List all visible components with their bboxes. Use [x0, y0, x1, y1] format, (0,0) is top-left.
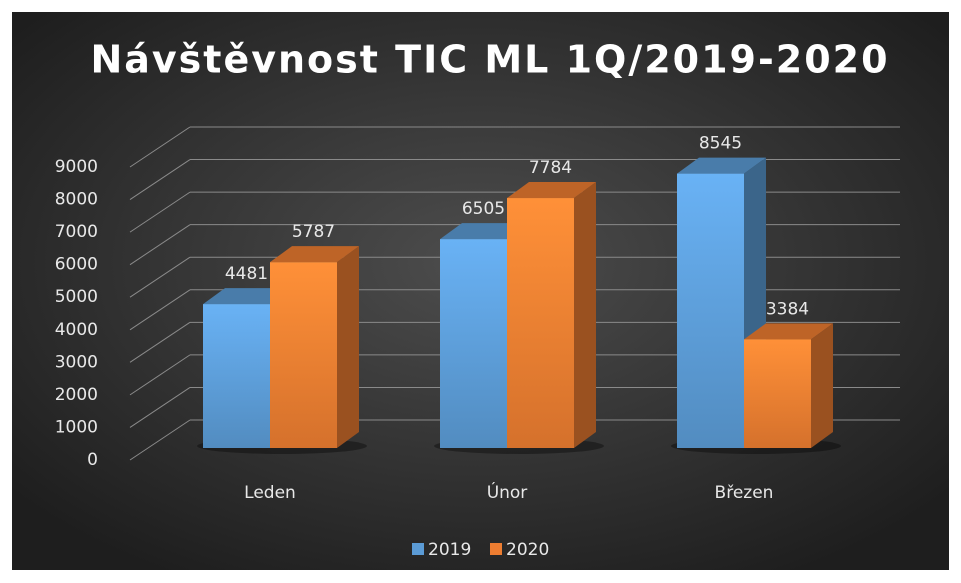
bar-top [440, 223, 529, 240]
bar-top [677, 157, 766, 174]
bar [744, 339, 811, 448]
y-tick-label: 5000 [55, 287, 98, 307]
data-label: 3384 [766, 299, 809, 319]
y-tick-label: 1000 [55, 417, 98, 437]
grid-line [129, 126, 191, 168]
legend-swatch [412, 543, 424, 555]
grid-line [129, 191, 191, 233]
bar-top [744, 323, 833, 340]
bar [270, 262, 337, 448]
chart-title: Návštěvnost TIC ML 1Q/2019-2020 [90, 38, 889, 82]
bar-top [270, 246, 359, 263]
grid-line [129, 419, 191, 461]
y-tick-label: 8000 [55, 190, 98, 210]
data-label: 8545 [699, 134, 742, 154]
grid-line [129, 321, 191, 363]
y-tick-label: 9000 [55, 157, 98, 177]
y-tick-label: 7000 [55, 222, 98, 242]
bar [507, 198, 574, 448]
bar-top [507, 182, 596, 199]
x-tick-label: Únor [487, 481, 528, 503]
grid-line [129, 387, 191, 428]
grid-line [129, 159, 191, 200]
grid-line [129, 224, 191, 266]
x-tick-label: Březen [715, 483, 774, 503]
bar [440, 239, 507, 448]
x-tick-label: Leden [244, 483, 296, 503]
y-tick-label: 6000 [55, 255, 98, 275]
bar [677, 173, 744, 449]
bar-top [203, 288, 292, 305]
legend-label: 2020 [506, 540, 549, 560]
legend-label: 2019 [428, 540, 471, 560]
bar-side [574, 182, 596, 448]
data-label: 5787 [292, 222, 335, 242]
y-tick-label: 4000 [55, 320, 98, 340]
bar-side [337, 246, 359, 448]
data-label: 4481 [225, 264, 268, 284]
data-label: 7784 [529, 158, 572, 178]
bar-side [811, 323, 833, 448]
y-tick-label: 3000 [55, 352, 98, 372]
bar [203, 304, 270, 448]
data-label: 6505 [462, 199, 505, 219]
y-tick-label: 2000 [55, 385, 98, 405]
grid-line [129, 289, 191, 331]
y-tick-label: 0 [87, 450, 98, 470]
grid-line [129, 256, 191, 298]
legend-swatch [490, 543, 502, 555]
grid-line [129, 354, 191, 396]
